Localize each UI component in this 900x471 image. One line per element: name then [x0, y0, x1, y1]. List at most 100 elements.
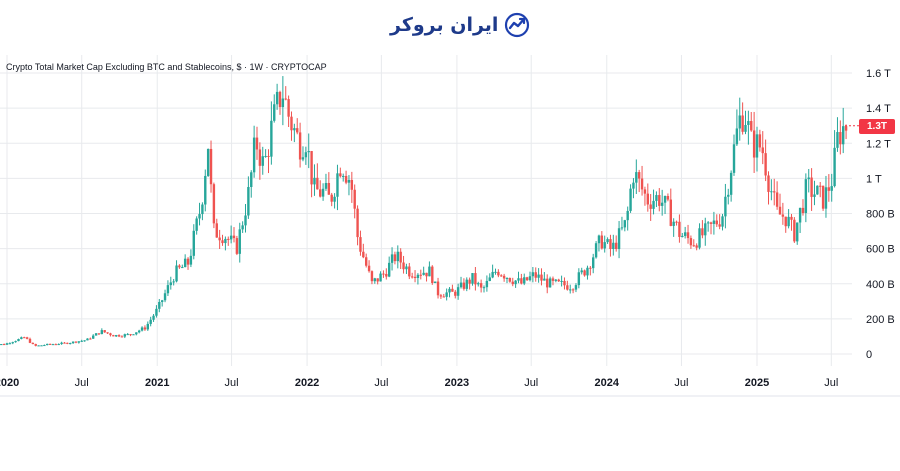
x-tick-label: 2025 — [745, 377, 769, 389]
brand-logo: ایران بروکر — [390, 12, 530, 38]
candle — [80, 339, 83, 342]
candle — [152, 314, 155, 322]
candle — [767, 171, 770, 205]
candle-body — [290, 116, 293, 131]
candle-body — [163, 293, 167, 301]
candle-body — [537, 274, 540, 278]
candle-body — [747, 121, 750, 125]
candle-body — [606, 239, 609, 243]
candle — [810, 168, 813, 211]
candle-body — [28, 338, 32, 343]
candle — [393, 251, 397, 265]
candle-body — [787, 216, 790, 227]
candle-body — [258, 149, 262, 166]
candle — [17, 338, 20, 342]
candle — [750, 112, 753, 132]
candle — [149, 316, 152, 327]
candle — [419, 269, 422, 280]
candle — [557, 278, 560, 283]
candle — [364, 253, 368, 268]
candle-body — [241, 225, 244, 230]
candle-body — [514, 280, 517, 285]
candle-body — [244, 215, 247, 226]
candle-body — [801, 207, 805, 213]
candle — [385, 268, 388, 280]
candle-body — [69, 343, 72, 345]
x-tick-label: Jul — [225, 377, 239, 389]
candle — [505, 277, 509, 284]
candle-body — [181, 267, 184, 269]
candle-body — [571, 289, 575, 291]
candle — [755, 126, 759, 172]
candle-body — [123, 334, 127, 337]
candle — [97, 333, 101, 336]
candle — [773, 178, 776, 206]
candle — [534, 267, 537, 282]
candle-body — [781, 214, 785, 217]
candle — [129, 333, 132, 337]
candle-body — [232, 235, 236, 239]
candle-body — [635, 172, 638, 183]
candle — [137, 329, 141, 334]
candle — [25, 336, 29, 340]
candle-body — [77, 341, 81, 343]
candle-body — [373, 278, 377, 282]
candle — [482, 285, 486, 293]
candle-body — [563, 280, 566, 286]
candle-body — [270, 120, 273, 157]
candle-body — [810, 177, 813, 197]
candle-body — [31, 342, 35, 345]
candle-body — [695, 245, 698, 248]
candle-body — [330, 194, 333, 202]
candle — [186, 257, 190, 270]
candle-body — [752, 130, 756, 158]
candle-body — [94, 333, 98, 336]
candle — [672, 218, 675, 237]
candle-body — [683, 232, 687, 236]
candle — [589, 266, 592, 276]
candle-body — [273, 104, 276, 121]
candle-body — [235, 238, 239, 254]
candle-body — [821, 185, 825, 209]
candle-body — [459, 282, 463, 288]
candle — [474, 267, 477, 291]
candle — [367, 260, 371, 273]
candle-body — [390, 254, 394, 263]
candle-body — [321, 188, 325, 197]
candle-body — [592, 257, 595, 269]
candle-body — [528, 276, 532, 281]
candle-body — [97, 333, 101, 335]
candle — [770, 179, 773, 201]
candle — [255, 126, 259, 160]
candle-body — [773, 191, 776, 193]
candle-body — [675, 221, 678, 223]
candle-body — [109, 333, 112, 336]
candle — [57, 343, 60, 346]
candle-body — [672, 221, 675, 226]
candle — [741, 102, 744, 135]
candle — [752, 111, 756, 173]
candle — [235, 235, 239, 256]
candle — [747, 110, 750, 145]
candle — [209, 140, 213, 193]
candle-body — [2, 344, 6, 346]
candle — [123, 333, 127, 339]
candle — [175, 260, 178, 283]
candle-body — [195, 218, 198, 231]
candle — [43, 344, 46, 347]
candle — [408, 262, 411, 280]
candle-body — [293, 128, 296, 131]
candle-body — [419, 274, 422, 276]
candle — [517, 271, 520, 284]
candle-body — [172, 281, 175, 283]
candle — [330, 192, 333, 207]
candle-body — [301, 157, 305, 160]
candle — [592, 253, 595, 274]
candle — [387, 256, 391, 278]
candle-body — [704, 223, 707, 236]
candle-body — [5, 343, 9, 345]
candle — [313, 164, 316, 196]
candle — [563, 277, 566, 290]
candle-body — [666, 195, 670, 200]
